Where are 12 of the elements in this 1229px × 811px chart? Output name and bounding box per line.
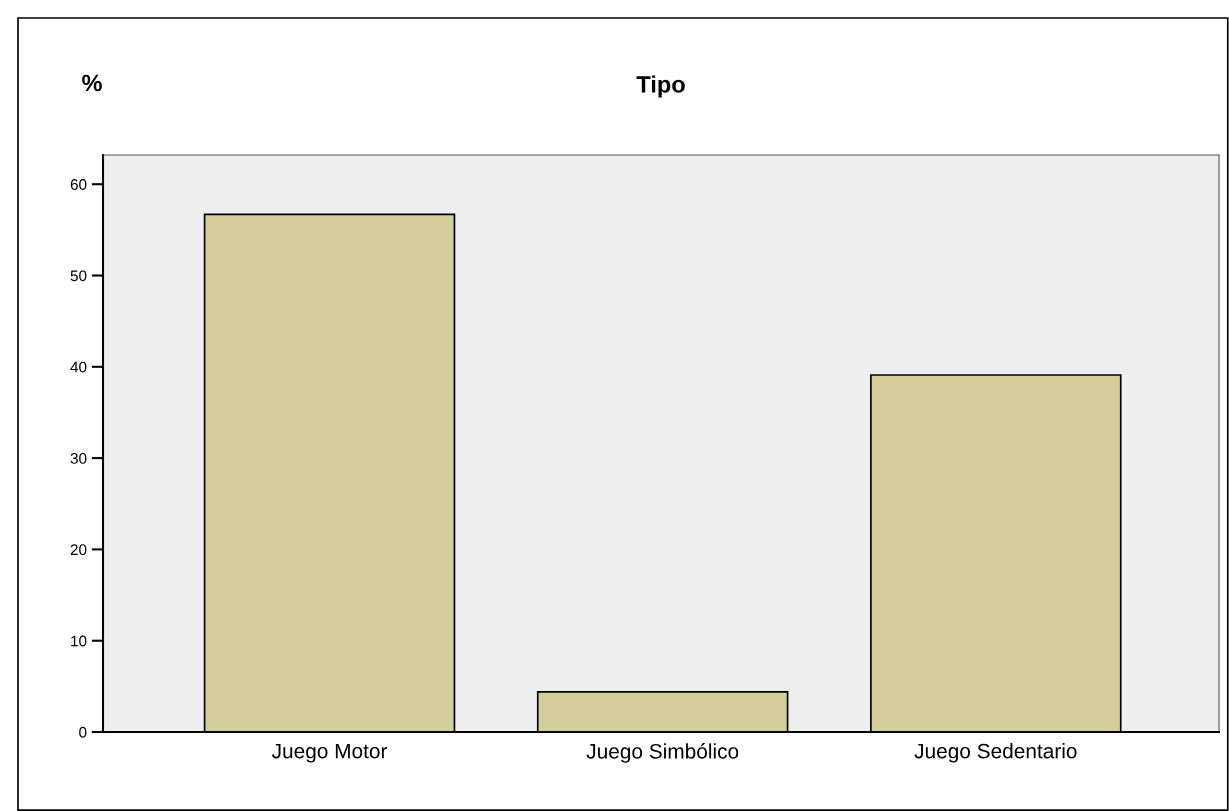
y-tick-label: 50 (70, 270, 87, 282)
y-tick-label: 60 (70, 179, 87, 190)
y-tick-label: 0 (79, 726, 87, 738)
y-tick-label: 10 (71, 635, 87, 647)
y-tick-label: 30 (70, 452, 87, 464)
y-axis-title: % (82, 74, 102, 92)
chart-title: Tipo (636, 75, 685, 98)
x-tick-label: Juego Simbólico (586, 743, 739, 763)
y-tick-label: 40 (70, 361, 87, 373)
x-tick-label: Juego Motor (271, 743, 388, 763)
y-tick-label: 20 (70, 544, 87, 556)
x-tick-label: Juego Sedentario (914, 743, 1077, 763)
